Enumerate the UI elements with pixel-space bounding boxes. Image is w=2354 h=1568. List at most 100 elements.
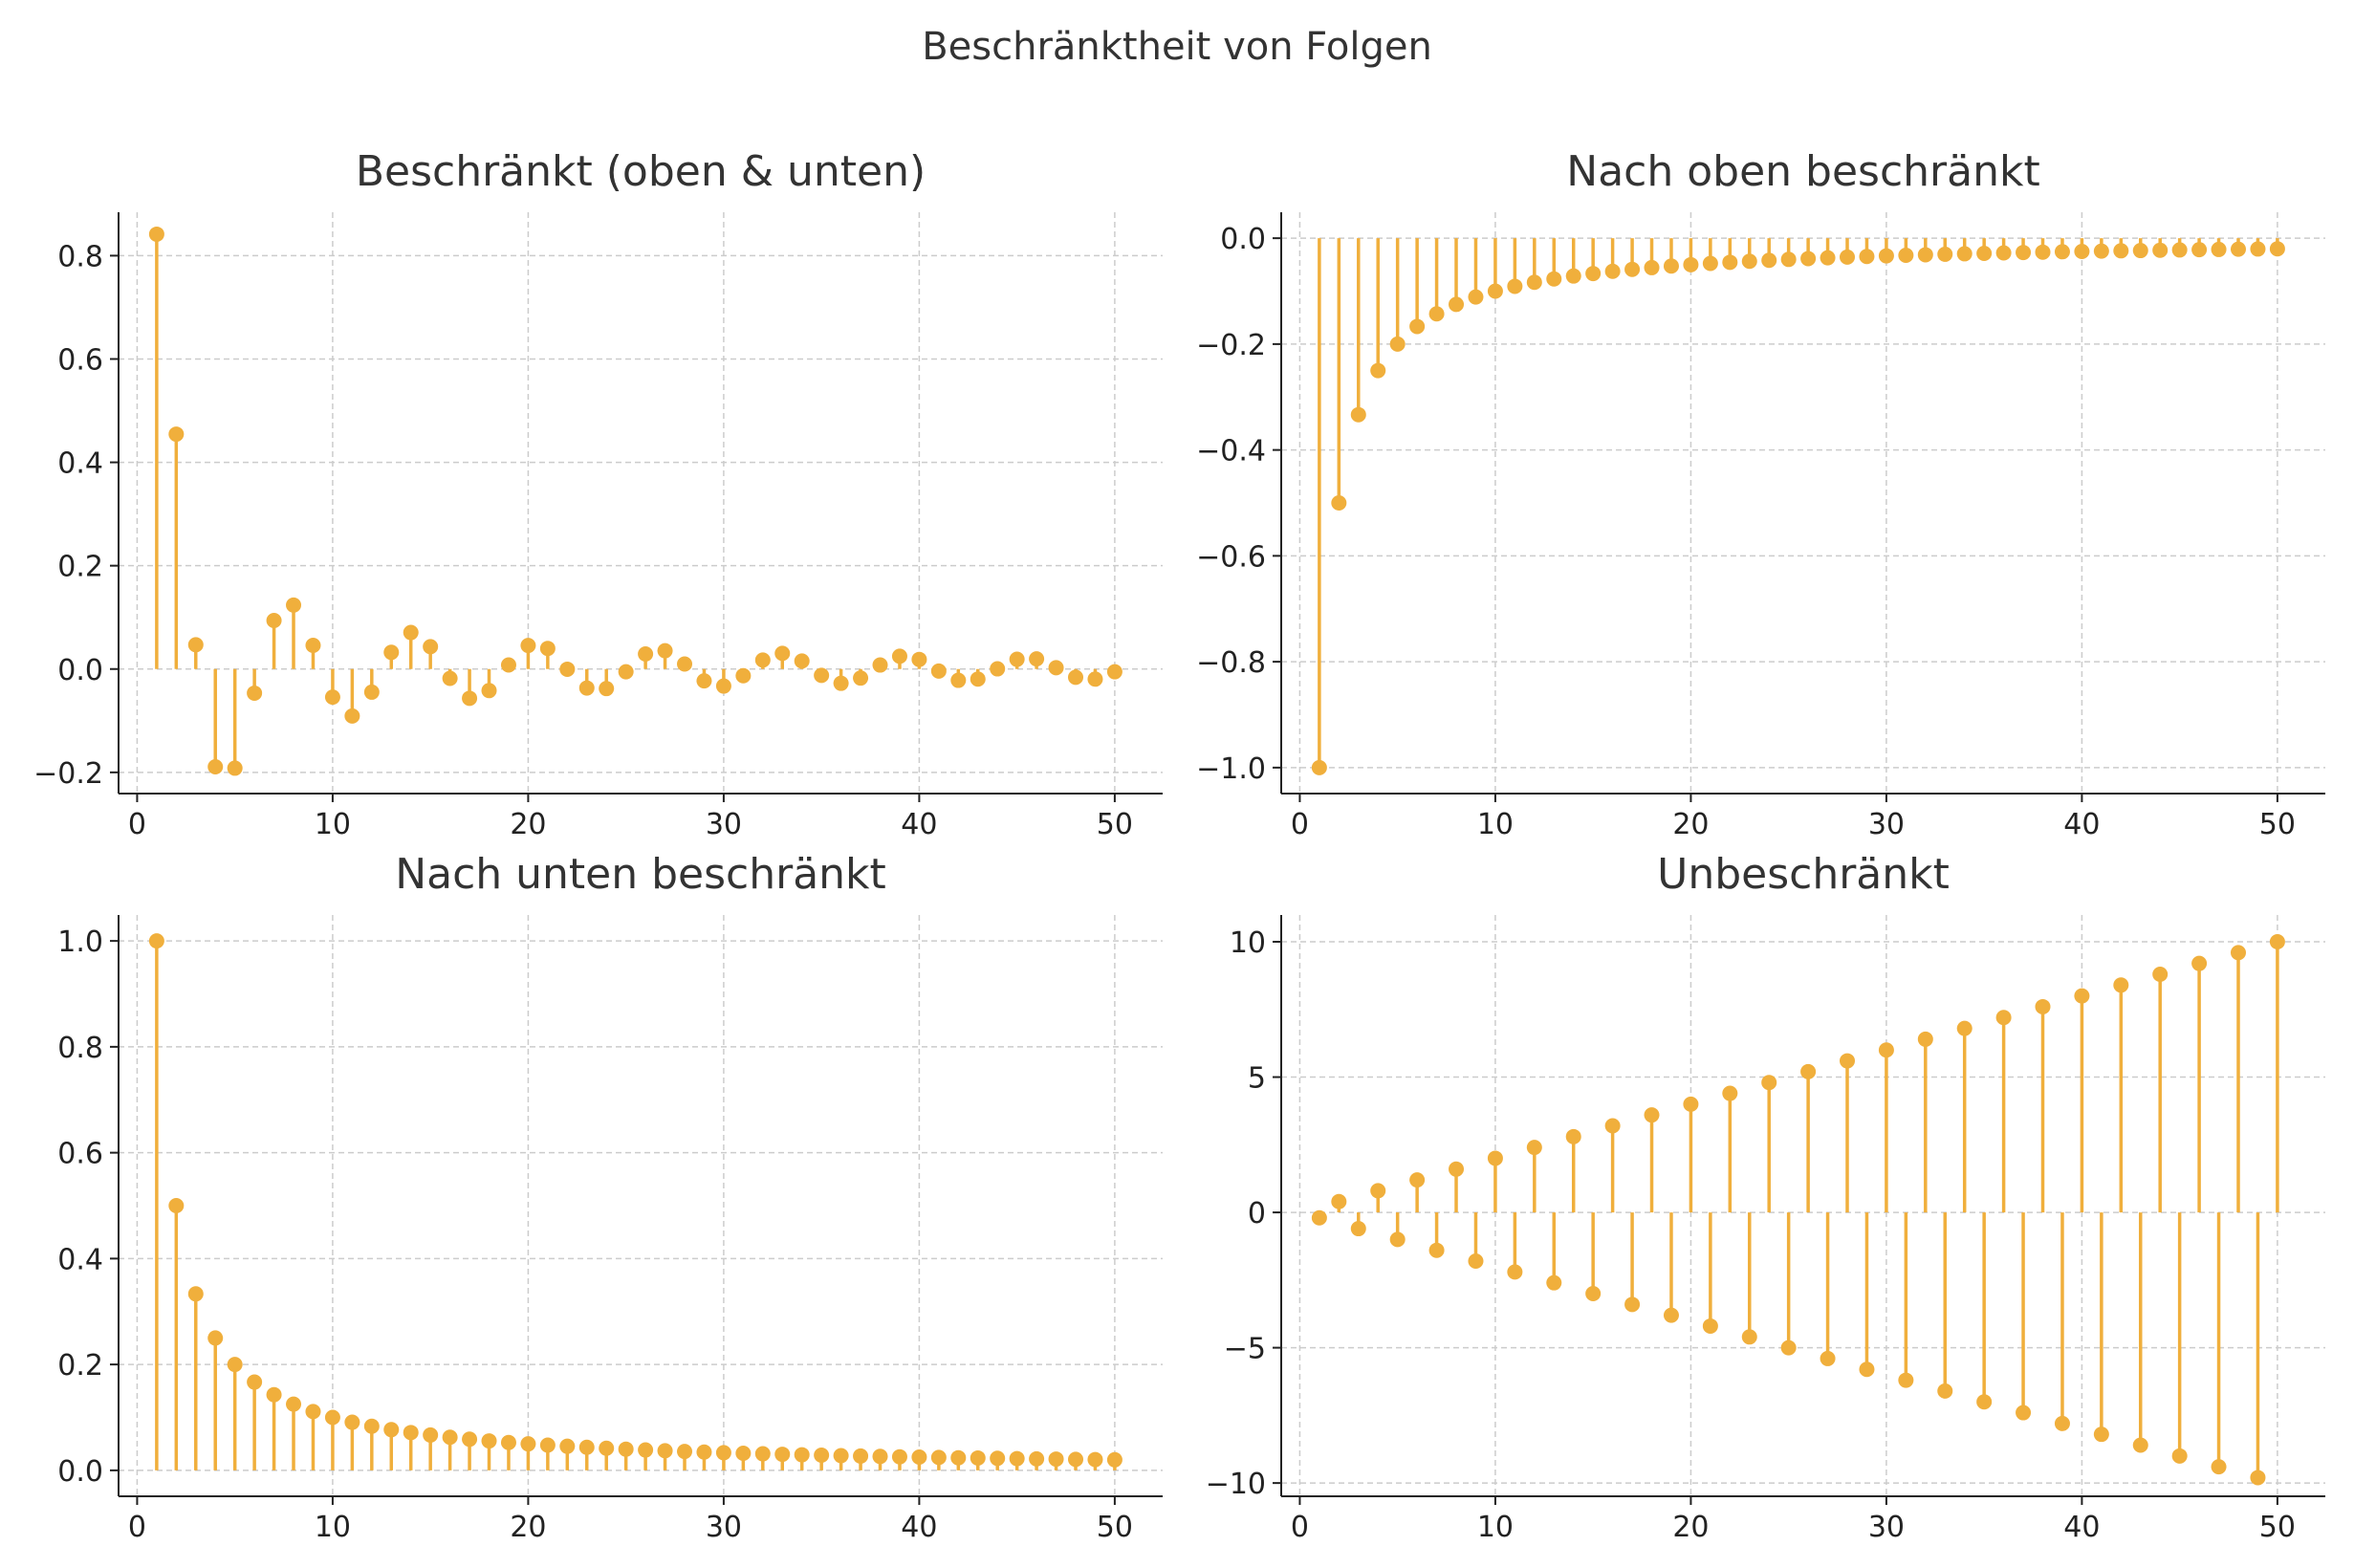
subplot-bounded-below: Nach unten beschränkt 0 10 20 30 40 50 0.0 0.2 0.… <box>57 850 1163 1544</box>
stem-marker <box>1048 1451 1064 1468</box>
stem-marker <box>970 1449 986 1466</box>
stem-marker <box>462 690 478 707</box>
x-tick-label: 10 <box>1477 808 1514 841</box>
x-tick-label: 20 <box>1672 1511 1709 1544</box>
stem-marker <box>1468 1253 1484 1270</box>
stem-marker <box>1311 759 1327 775</box>
stem-marker <box>1859 249 1875 265</box>
stem-marker <box>1702 255 1718 272</box>
x-tick-label: 50 <box>2259 808 2296 841</box>
stem-marker <box>970 671 986 687</box>
stem-marker <box>383 644 400 661</box>
y-tick-label: 0.2 <box>57 551 103 584</box>
stem-marker <box>1029 651 1045 667</box>
stem-marker <box>500 1434 516 1450</box>
stem-marker <box>247 685 263 701</box>
stem-marker <box>286 597 302 613</box>
stem-marker <box>2231 945 2246 961</box>
stem-marker <box>1350 1221 1366 1237</box>
stem-marker <box>187 1286 204 1302</box>
stem-marker <box>1683 1096 1699 1112</box>
stem-marker <box>1029 1450 1045 1467</box>
stem-marker <box>1761 252 1777 269</box>
stem-marker <box>1683 256 1699 272</box>
stem-marker <box>814 1448 830 1464</box>
y-tick-label: −10 <box>1206 1468 1266 1501</box>
stem-marker <box>481 1433 497 1449</box>
stem-marker <box>1780 1339 1797 1356</box>
stem-marker <box>833 1448 849 1464</box>
y-tick-label: −0.8 <box>1196 646 1266 680</box>
stem-marker <box>2054 1415 2070 1431</box>
stem-marker <box>735 1445 752 1461</box>
x-tick-label: 0 <box>1291 808 1309 841</box>
stem-marker <box>930 1449 947 1466</box>
y-tick-label: −0.4 <box>1196 435 1266 468</box>
x-tick-label: 20 <box>510 808 546 841</box>
stem-marker <box>1585 1285 1602 1301</box>
stem-marker <box>1409 1172 1426 1188</box>
stem-marker <box>305 1404 321 1420</box>
stem-marker <box>618 1441 634 1457</box>
stem-marker <box>1106 664 1123 680</box>
stem-marker <box>1526 274 1542 291</box>
stem-marker <box>1917 1031 1933 1047</box>
stem-marker <box>1976 1394 1993 1410</box>
subplot-bounded: Beschränkt (oben & unten) 0 10 20 30 40 50 −0.2… <box>33 147 1163 841</box>
x-tick-label: 0 <box>128 808 146 841</box>
stem-marker <box>872 657 888 673</box>
subplot-title: Beschränkt (oben & unten) <box>356 147 926 196</box>
stem-marker <box>578 1439 595 1455</box>
stem-marker <box>559 661 576 677</box>
stem-marker <box>1995 1010 2012 1026</box>
stem-marker <box>578 680 595 696</box>
stem-marker <box>715 1445 731 1461</box>
stem-marker <box>1663 258 1679 274</box>
x-tick-label: 30 <box>706 1511 742 1544</box>
subplot-title: Nach unten beschränkt <box>395 850 886 899</box>
x-tick-label: 10 <box>315 1511 351 1544</box>
stem-marker <box>2269 241 2285 257</box>
stem-marker <box>677 656 693 672</box>
stem-marker <box>1507 1264 1523 1280</box>
stem-marker <box>774 645 791 662</box>
stem-marker <box>168 1198 185 1213</box>
stem-marker <box>950 1449 967 1466</box>
stem-marker <box>2093 1426 2109 1443</box>
stem-marker <box>891 1448 907 1465</box>
stem-marker <box>1820 250 1836 266</box>
stem-marker <box>930 663 947 679</box>
x-tick-label: 30 <box>1868 1511 1905 1544</box>
stem-marker <box>774 1447 791 1463</box>
stem-marker <box>1840 249 1856 265</box>
stem-marker <box>2250 1470 2266 1486</box>
stem-marker <box>1624 1296 1641 1313</box>
stem-marker <box>1898 248 1914 264</box>
stem-marker <box>599 1440 615 1456</box>
stem-marker <box>363 684 380 700</box>
stem-marker <box>754 1446 771 1462</box>
stem-marker <box>891 648 907 664</box>
stem-marker <box>657 1443 673 1459</box>
stem-marker <box>442 670 458 686</box>
y-tick-label: 0.0 <box>57 654 103 687</box>
subplot-bounded-above: Nach oben beschränkt 0 10 20 30 40 50 −1.0 −0.8 −… <box>1196 147 2325 841</box>
stem-marker <box>1878 248 1894 264</box>
x-tick-label: 10 <box>1477 1511 1514 1544</box>
stem-marker <box>1449 296 1465 313</box>
stem-marker <box>1009 651 1025 667</box>
stem-marker <box>599 681 615 697</box>
stem-marker <box>2171 1448 2188 1464</box>
stem-marker <box>1428 306 1445 322</box>
subplot-title: Unbeschränkt <box>1657 850 1950 899</box>
stem-marker <box>2152 242 2169 258</box>
stem-marker <box>1956 246 1973 262</box>
stem-marker <box>677 1444 693 1460</box>
stem-marker <box>1800 250 1817 267</box>
stem-marker <box>383 1422 400 1438</box>
stem-marker <box>2074 988 2090 1004</box>
stem-marker <box>2211 241 2227 257</box>
stem-marker <box>363 1418 380 1434</box>
stem-marker <box>1800 1063 1817 1079</box>
y-tick-label: 0.8 <box>57 1032 103 1065</box>
